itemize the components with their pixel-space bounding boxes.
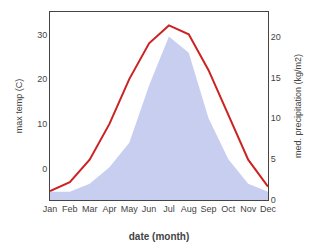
svg-text:Dec: Dec [260, 204, 277, 214]
svg-text:Feb: Feb [62, 204, 78, 214]
svg-text:Jan: Jan [43, 204, 58, 214]
svg-text:20: 20 [37, 74, 47, 84]
svg-text:med. precipitation (kg/m2): med. precipitation (kg/m2) [293, 54, 303, 158]
svg-text:10: 10 [37, 119, 47, 129]
svg-text:max temp (C): max temp (C) [14, 79, 24, 134]
svg-text:30: 30 [37, 30, 47, 40]
svg-text:15: 15 [271, 73, 281, 83]
svg-text:20: 20 [271, 32, 281, 42]
svg-text:Sep: Sep [201, 204, 217, 214]
svg-text:Mar: Mar [82, 204, 98, 214]
svg-text:Jul: Jul [163, 204, 175, 214]
svg-text:0: 0 [271, 195, 276, 205]
svg-text:May: May [121, 204, 139, 214]
svg-text:5: 5 [271, 154, 276, 164]
svg-text:Aug: Aug [181, 204, 197, 214]
svg-text:10: 10 [271, 113, 281, 123]
svg-text:date (month): date (month) [129, 231, 190, 242]
svg-text:0: 0 [42, 164, 47, 174]
svg-text:Oct: Oct [221, 204, 236, 214]
svg-text:Nov: Nov [240, 204, 257, 214]
svg-text:Jun: Jun [142, 204, 157, 214]
svg-text:Apr: Apr [102, 204, 116, 214]
